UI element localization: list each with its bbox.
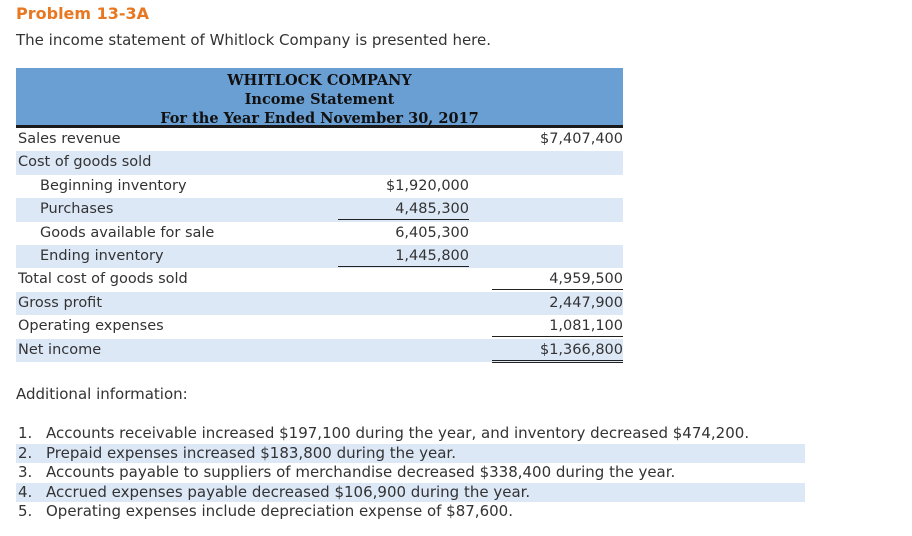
row-label: Gross profit [18,294,103,311]
row-ending-inventory: Ending inventory 1,445,800 [16,244,623,269]
row-subamount: 6,405,300 [395,224,469,241]
row-label: Sales revenue [18,131,121,147]
row-operating-expenses: Operating expenses 1,081,100 [16,315,623,338]
intro-text: The income statement of Whitlock Company… [16,31,492,49]
problem-title: Problem 13-3A [16,4,150,23]
list-item: 4. Accrued expenses payable decreased $10… [16,482,805,503]
row-amount: 1,081,100 [492,317,623,338]
row-label: Net income [18,341,102,358]
item-number: 1. [18,424,33,442]
row-net-income: Net income $1,366,800 [16,338,623,363]
item-number: 5. [18,502,33,521]
row-label: Goods available for sale [40,224,215,241]
row-subamount: 1,445,800 [338,247,469,267]
row-total-cogs: Total cost of goods sold 4,959,500 [16,268,623,291]
row-cost-of-goods-sold: Cost of goods sold [16,151,623,175]
item-text: Operating expenses include depreciation … [46,502,513,521]
row-label: Cost of goods sold [18,154,152,171]
row-label: Ending inventory [40,247,164,264]
additional-info-label: Additional information: [16,385,188,403]
list-item: 3. Accounts payable to suppliers of merch… [16,463,805,483]
row-purchases: Purchases 4,485,300 [16,198,623,222]
row-label: Purchases [40,201,114,218]
row-label: Beginning inventory [40,177,187,194]
row-label: Operating expenses [18,318,164,335]
income-statement: WHITLOCK COMPANY Income Statement For th… [16,68,623,363]
item-text: Accounts receivable increased $197,100 d… [46,424,750,442]
row-amount: 4,959,500 [492,270,623,291]
row-label: Total cost of goods sold [18,271,188,288]
row-sales-revenue: Sales revenue $7,407,400 [16,128,623,151]
row-amount: $7,407,400 [539,131,623,147]
item-number: 4. [18,482,33,501]
row-amount: $1,366,800 [492,341,623,363]
statement-name: Income Statement [244,91,395,108]
row-gross-profit: Gross profit 2,447,900 [16,291,623,316]
item-text: Accrued expenses payable decreased $106,… [46,482,531,501]
item-text: Prepaid expenses increased $183,800 duri… [46,443,456,462]
item-text: Accounts payable to suppliers of merchan… [46,463,676,482]
statement-header: WHITLOCK COMPANY Income Statement For th… [16,68,623,128]
statement-period: For the Year Ended November 30, 2017 [160,110,479,127]
row-goods-available: Goods available for sale 6,405,300 [16,222,623,245]
company-name: WHITLOCK COMPANY [227,72,412,89]
item-number: 3. [18,463,33,482]
list-item: 1. Accounts receivable increased $197,100… [16,424,805,444]
additional-info-list: 1. Accounts receivable increased $197,100… [16,424,805,522]
item-number: 2. [18,443,33,462]
row-subamount: $1,920,000 [385,177,469,194]
row-beginning-inventory: Beginning inventory $1,920,000 [16,175,623,198]
list-item: 2. Prepaid expenses increased $183,800 du… [16,443,805,464]
row-subamount: 4,485,300 [338,200,469,221]
row-amount: 2,447,900 [549,294,623,311]
list-item: 5. Operating expenses include depreciatio… [16,502,805,522]
